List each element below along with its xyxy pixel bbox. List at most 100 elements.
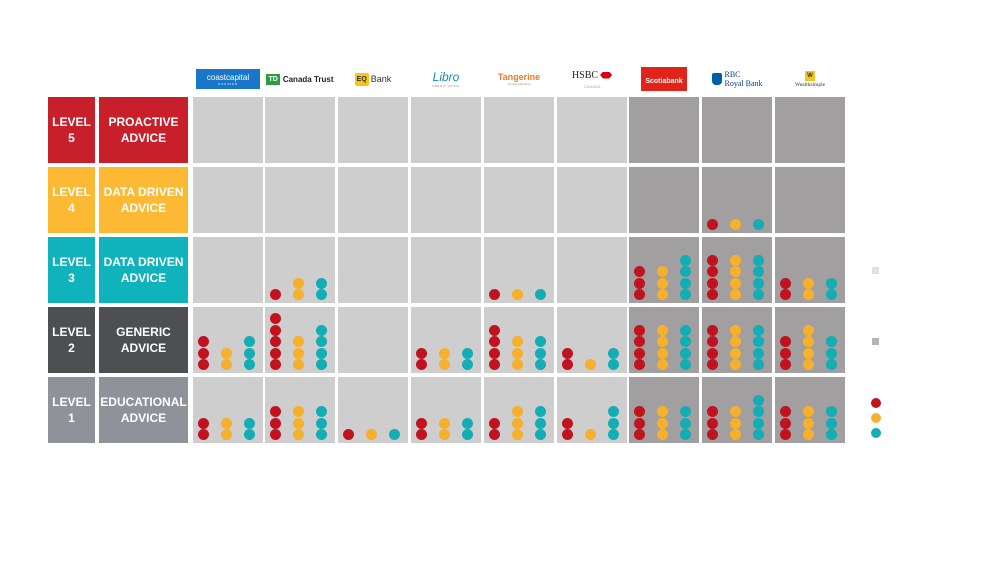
matrix-cell — [193, 237, 263, 303]
amber-dot — [657, 324, 668, 336]
amber-dot — [293, 347, 304, 359]
matrix-cell — [338, 377, 408, 443]
level-name-line1: PROACTIVE — [108, 115, 179, 129]
teal-dot — [753, 219, 764, 230]
matrix-cell — [775, 167, 845, 233]
red-dot — [707, 254, 718, 266]
red-dot — [634, 347, 645, 359]
teal-dot — [826, 336, 837, 347]
level-number-label: LEVEL 5 — [48, 97, 95, 163]
teal-dot — [535, 347, 546, 359]
teal-dot — [753, 266, 764, 277]
amber-dot — [803, 324, 814, 336]
amber-dot — [512, 347, 523, 359]
matrix-cell — [775, 377, 845, 443]
tangerine-logo: Tangerine Forward Banking — [482, 62, 556, 96]
libro-wordmark: Libro CREDIT UNION — [432, 69, 460, 88]
bank-sublabel: SAVINGS — [217, 81, 239, 86]
teal-dot — [244, 359, 255, 370]
legend-red-dot-icon — [871, 398, 881, 408]
bank-sublabel: Forward Banking — [507, 82, 531, 86]
red-dot — [562, 429, 573, 440]
teal-dot — [826, 359, 837, 370]
teal-dot — [753, 347, 764, 359]
red-dot — [489, 289, 500, 300]
matrix-cell — [775, 307, 845, 373]
red-dot — [780, 429, 791, 440]
matrix-cell — [338, 167, 408, 233]
teal-dot — [316, 324, 327, 336]
teal-dot — [753, 359, 764, 370]
matrix-cell — [265, 307, 335, 373]
teal-dot — [608, 359, 619, 370]
red-dot — [416, 359, 427, 370]
teal-dot — [753, 429, 764, 440]
bank-label-2: Royal Bank — [724, 79, 763, 88]
legend-teal-dot-icon — [871, 428, 881, 438]
matrix-cell — [265, 167, 335, 233]
rbc-shield-icon — [711, 73, 722, 85]
teal-dot — [753, 289, 764, 300]
teal-dot — [462, 359, 473, 370]
teal-dot — [316, 347, 327, 359]
wealthsimple-mark: W — [804, 70, 815, 81]
level-name-line2: ADVICE — [120, 271, 167, 285]
amber-dot — [657, 277, 668, 289]
matrix-cell — [193, 167, 263, 233]
matrix-cell — [411, 307, 481, 373]
level-number: 5 — [68, 131, 75, 145]
amber-dot — [293, 336, 304, 347]
amber-dot — [657, 429, 668, 440]
matrix-cell — [629, 97, 699, 163]
amber-dot — [293, 289, 304, 300]
red-dot — [780, 359, 791, 370]
matrix-cell — [338, 97, 408, 163]
eq-mark: EQ — [354, 72, 369, 86]
red-dot — [780, 277, 791, 289]
red-dot — [198, 429, 209, 440]
libro-logo: Libro CREDIT UNION — [409, 62, 483, 96]
amber-dot — [803, 289, 814, 300]
level-name-line2: ADVICE — [120, 131, 167, 145]
red-dot — [198, 417, 209, 429]
coast-capital-logo: coastcapital SAVINGS — [191, 62, 265, 96]
amber-dot — [730, 324, 741, 336]
amber-dot — [730, 219, 741, 230]
level-name-line2: ADVICE — [120, 411, 167, 425]
red-dot — [489, 417, 500, 429]
amber-dot — [803, 417, 814, 429]
amber-dot — [293, 277, 304, 289]
amber-dot — [730, 347, 741, 359]
teal-dot — [316, 289, 327, 300]
matrix-cell — [411, 377, 481, 443]
red-dot — [198, 347, 209, 359]
hsbc-row: HSBC — [571, 69, 613, 81]
teal-dot — [680, 359, 691, 370]
bank-label: Libro — [432, 69, 460, 84]
bank-label: HSBC — [571, 69, 599, 81]
red-dot — [707, 336, 718, 347]
red-dot — [270, 324, 281, 336]
level-name-label: EDUCATIONAL ADVICE — [99, 377, 188, 443]
matrix-cell — [265, 97, 335, 163]
matrix-cell — [702, 237, 772, 303]
amber-dot — [730, 359, 741, 370]
bank-label: Canada Trust — [282, 74, 334, 84]
teal-dot — [244, 347, 255, 359]
teal-dot — [316, 277, 327, 289]
matrix-cell — [702, 307, 772, 373]
amber-dot — [585, 429, 596, 440]
red-dot — [634, 417, 645, 429]
matrix-cell — [629, 377, 699, 443]
level-word: LEVEL — [52, 325, 91, 339]
red-dot — [707, 347, 718, 359]
level-number-label: LEVEL 3 — [48, 237, 95, 303]
matrix-cell — [629, 167, 699, 233]
level-name-line1: DATA DRIVEN — [103, 185, 184, 199]
teal-dot — [244, 336, 255, 347]
teal-dot — [535, 289, 546, 300]
red-dot — [270, 406, 281, 417]
teal-dot — [389, 429, 400, 440]
amber-dot — [730, 266, 741, 277]
red-dot — [634, 277, 645, 289]
